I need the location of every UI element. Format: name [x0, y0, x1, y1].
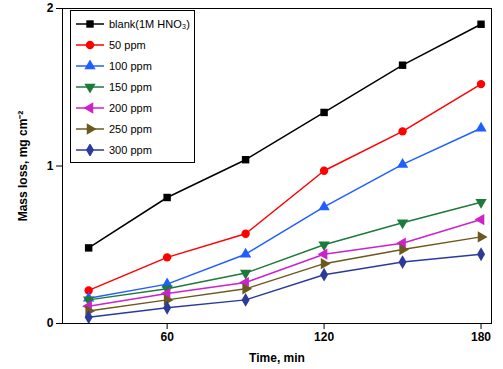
svg-text:1: 1: [47, 159, 54, 173]
html-text:150 ppm: 150 ppm: [109, 80, 152, 93]
svg-text:0: 0: [47, 316, 54, 330]
html-text:250 ppm: 250 ppm: [109, 122, 152, 135]
html-text:50 ppm: 50 ppm: [109, 38, 146, 51]
svg-text:Mass loss, mg cm⁻²: Mass loss, mg cm⁻²: [16, 111, 30, 222]
html-text:200 ppm: 200 ppm: [109, 101, 152, 114]
html-text:blank(1M HNO₃): blank(1M HNO₃): [109, 17, 190, 30]
html-text:100 ppm: 100 ppm: [109, 59, 152, 72]
html-text:300 ppm: 300 ppm: [109, 143, 152, 156]
svg-text:60: 60: [160, 330, 174, 344]
svg-text:2: 2: [47, 1, 54, 15]
svg-text:180: 180: [471, 330, 491, 344]
svg-text:Time, min: Time, min: [249, 351, 305, 365]
svg-text:120: 120: [314, 330, 334, 344]
